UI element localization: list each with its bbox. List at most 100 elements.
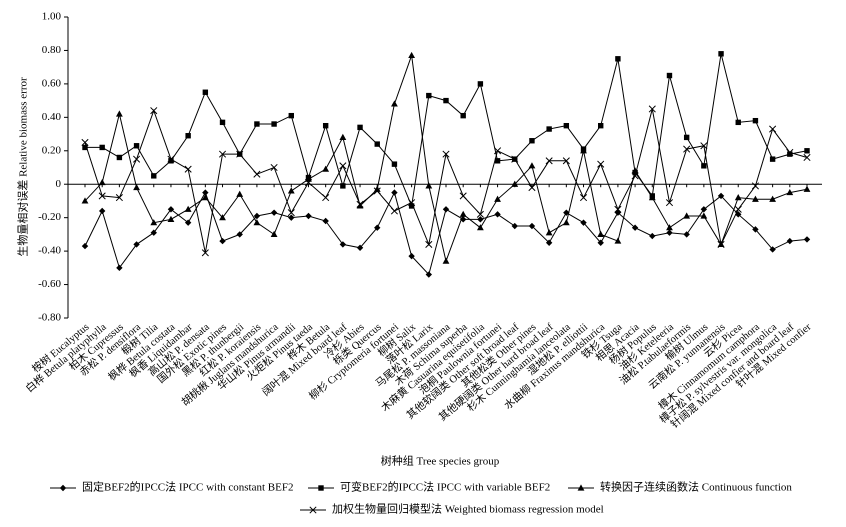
point <box>115 194 123 202</box>
point <box>717 192 725 200</box>
point <box>81 138 89 146</box>
point <box>545 229 553 236</box>
point <box>425 182 433 189</box>
point <box>700 142 708 150</box>
point <box>769 195 777 202</box>
point <box>253 219 261 226</box>
point <box>545 157 553 165</box>
point <box>271 121 277 127</box>
point <box>184 219 192 226</box>
point <box>81 242 89 250</box>
point <box>150 107 158 115</box>
point <box>683 134 690 141</box>
point <box>339 241 347 248</box>
point <box>426 92 432 99</box>
point <box>322 165 330 172</box>
point <box>717 240 725 248</box>
point <box>340 183 346 189</box>
point <box>168 158 174 164</box>
point <box>562 219 570 226</box>
point <box>356 200 364 208</box>
point <box>288 112 294 119</box>
point <box>116 264 123 272</box>
x-axis-title: 树种组 Tree species group <box>381 454 500 468</box>
point <box>563 209 570 216</box>
point <box>391 161 398 167</box>
legend-label: 固定BEF2的IPCC法 IPCC with constant BEF2 <box>82 480 293 494</box>
point <box>683 145 691 153</box>
point <box>666 229 673 236</box>
point <box>373 185 381 192</box>
point <box>81 197 89 204</box>
point <box>511 222 518 230</box>
point <box>373 187 381 195</box>
point <box>201 194 209 201</box>
point <box>459 210 467 217</box>
point <box>597 239 604 246</box>
point <box>735 211 742 218</box>
point <box>391 100 398 107</box>
y-tick-label: 1.00 <box>42 11 62 23</box>
point <box>528 162 536 169</box>
point <box>579 194 588 202</box>
point <box>254 121 260 127</box>
point <box>597 230 605 237</box>
point <box>236 231 243 238</box>
point <box>563 122 570 129</box>
series-line <box>84 108 808 253</box>
point <box>184 205 192 212</box>
point <box>769 125 777 133</box>
point <box>648 105 656 113</box>
point <box>545 239 553 246</box>
point <box>528 222 536 230</box>
point <box>477 81 484 87</box>
point <box>202 189 209 196</box>
point <box>460 112 466 119</box>
point <box>115 110 123 117</box>
point <box>666 224 673 231</box>
point <box>339 162 347 170</box>
point <box>98 178 106 186</box>
point <box>356 244 364 251</box>
point <box>614 237 622 244</box>
point <box>752 195 759 202</box>
point <box>150 229 157 236</box>
point <box>133 183 140 191</box>
y-tick-label: -0.40 <box>38 245 61 257</box>
point <box>288 214 295 221</box>
point <box>219 119 226 126</box>
point <box>494 211 501 218</box>
point <box>167 206 175 213</box>
point <box>133 241 140 248</box>
point <box>322 194 330 202</box>
point <box>665 199 674 207</box>
point <box>494 195 501 202</box>
point <box>476 224 484 231</box>
point <box>476 210 484 218</box>
point <box>150 219 158 226</box>
point <box>803 236 811 243</box>
point <box>528 184 536 192</box>
point <box>270 209 278 216</box>
point <box>443 97 449 104</box>
point <box>218 150 227 158</box>
point <box>511 180 519 187</box>
point <box>442 206 450 213</box>
point <box>356 202 364 209</box>
point <box>752 226 759 233</box>
point <box>442 150 450 158</box>
point <box>253 212 261 220</box>
point <box>649 232 656 240</box>
point <box>546 126 552 132</box>
legend-marker <box>577 484 585 491</box>
point <box>236 150 244 158</box>
point <box>562 157 570 165</box>
point <box>374 141 380 147</box>
point <box>529 138 535 144</box>
point <box>734 194 742 201</box>
point <box>700 206 708 213</box>
point <box>494 158 501 164</box>
point <box>787 151 793 157</box>
point <box>391 189 398 196</box>
